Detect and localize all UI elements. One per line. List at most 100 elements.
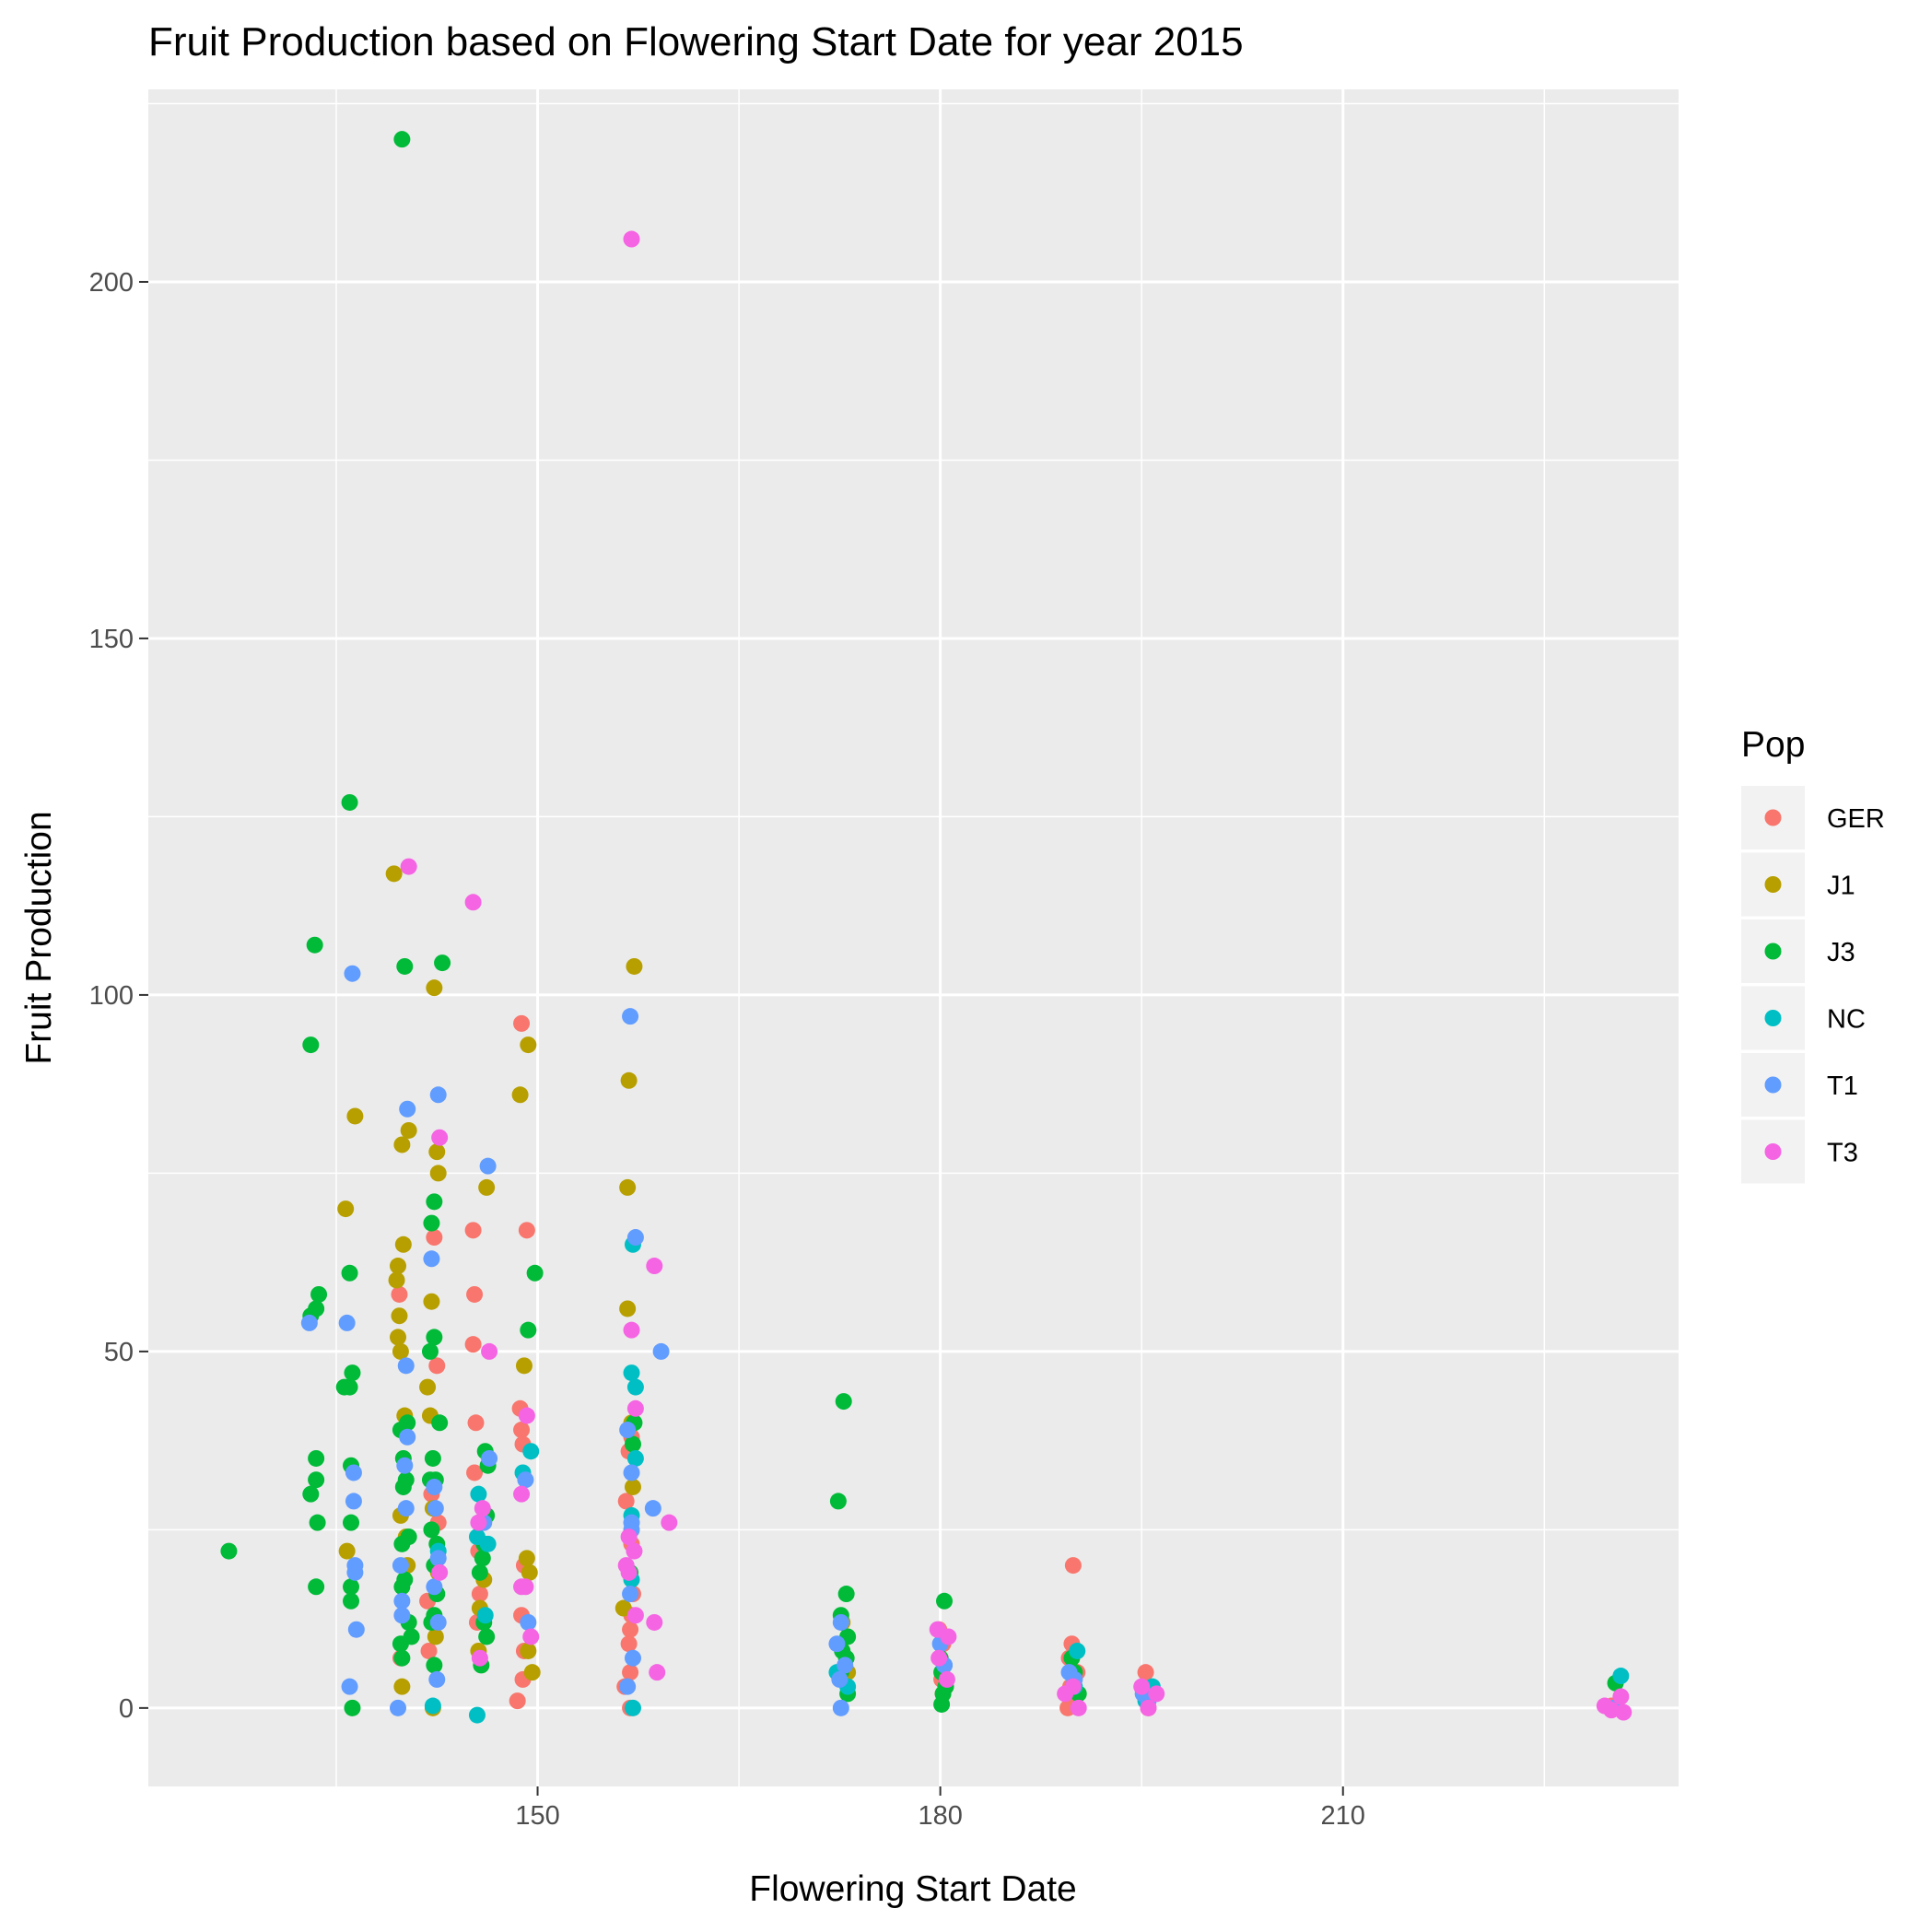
data-point-t1 [626,1229,644,1247]
data-point-t3 [1070,1699,1087,1716]
data-point-j3 [835,1393,852,1411]
data-point-j3 [431,1414,449,1432]
data-point-t3 [474,1500,491,1517]
data-point-j1 [423,1293,440,1310]
data-point-t3 [626,1399,644,1417]
data-point-t3 [1612,1688,1630,1705]
data-point-t3 [513,1578,531,1596]
data-point-t1 [481,1449,498,1467]
data-point-ger [464,1222,482,1239]
data-point-nc [522,1443,540,1460]
data-point-t3 [620,1528,638,1546]
data-point-j1 [338,1542,356,1560]
data-point-j3 [343,1578,360,1596]
data-point-j1 [515,1357,532,1375]
data-point-j1 [511,1086,529,1104]
data-point-t3 [518,1407,535,1424]
data-point-j1 [523,1664,541,1681]
data-point-j3 [829,1493,847,1510]
data-point-j3 [426,1193,443,1211]
data-point-t1 [346,1563,364,1581]
data-point-t1 [623,1464,640,1481]
data-point-nc [626,1449,644,1467]
data-point-nc [624,1699,641,1716]
data-point-j3 [423,1214,440,1232]
data-point-j3 [396,957,414,975]
plot-panel [148,89,1679,1786]
data-point-j3 [423,1521,440,1539]
data-point-ger [466,1464,484,1481]
data-point-t3 [1057,1685,1074,1703]
data-point-t1 [344,965,361,982]
data-point-t1 [644,1500,661,1517]
data-point-t3 [620,1563,638,1581]
data-point-ger [467,1414,485,1432]
data-point-t3 [464,894,482,911]
data-point-j3 [520,1321,537,1339]
data-point-j3 [392,1635,409,1653]
data-points [220,131,1633,1724]
data-point-j3 [426,1657,443,1674]
data-point-j3 [335,1378,353,1396]
data-point-ger [620,1635,638,1653]
data-point-t3 [626,1607,644,1624]
data-point-t3 [930,1649,948,1667]
y-tick-label: 200 [89,268,134,298]
data-point-ger [428,1357,446,1375]
data-point-t1 [392,1557,409,1575]
data-point-ger [391,1285,408,1303]
data-point-t3 [646,1258,663,1275]
data-point-j1 [478,1178,496,1196]
data-point-j1 [620,1071,638,1089]
legend-marker-nc [1764,1010,1782,1026]
data-point-t1 [622,1008,639,1025]
data-point-j1 [426,979,443,997]
data-point-t1 [619,1422,637,1439]
data-point-t3 [400,858,417,875]
data-point-j3 [308,1449,325,1467]
data-point-t1 [399,1100,416,1118]
data-point-t1 [393,1592,411,1610]
data-point-j3 [424,1449,441,1467]
legend-label-nc: NC [1827,1005,1866,1035]
data-point-t3 [431,1563,449,1581]
data-point-t1 [345,1464,362,1481]
data-point-j3 [471,1563,488,1581]
data-point-t3 [623,230,640,248]
legend-label-t1: T1 [1827,1071,1858,1101]
data-point-ger [617,1493,635,1510]
data-point-j3 [426,1329,443,1346]
data-point-t1 [393,1607,411,1624]
data-point-j1 [337,1200,355,1218]
data-point-ger [426,1229,443,1247]
data-point-t1 [622,1586,639,1603]
data-point-t3 [513,1485,531,1503]
data-point-t3 [431,1129,449,1146]
data-point-j1 [393,1136,411,1153]
data-point-j3 [302,1485,320,1503]
data-point-t3 [1615,1704,1633,1721]
x-tick-label: 180 [918,1801,962,1831]
data-point-j1 [391,1307,408,1325]
data-point-ger [1064,1557,1082,1575]
data-point-ger [471,1586,488,1603]
legend-label-j1: J1 [1827,872,1855,901]
data-point-t1 [300,1314,318,1331]
data-point-t1 [624,1649,641,1667]
data-point-j3 [341,793,358,811]
data-point-j3 [624,1435,641,1453]
data-point-ger [513,1422,531,1439]
data-point-j3 [837,1586,855,1603]
chart-title: Fruit Production based on Flowering Star… [148,19,1244,64]
data-point-j3 [393,1535,411,1552]
data-point-j1 [619,1178,637,1196]
legend-label-j3: J3 [1827,938,1855,967]
data-point-nc [479,1535,497,1552]
data-point-ger [518,1222,535,1239]
data-point-t1 [837,1657,854,1674]
data-point-j3 [478,1628,496,1645]
y-axis: 0 50 100 150 200 [89,268,148,1724]
data-point-j3 [394,1478,412,1495]
data-point-t3 [470,1514,487,1531]
data-point-j1 [393,1678,411,1695]
